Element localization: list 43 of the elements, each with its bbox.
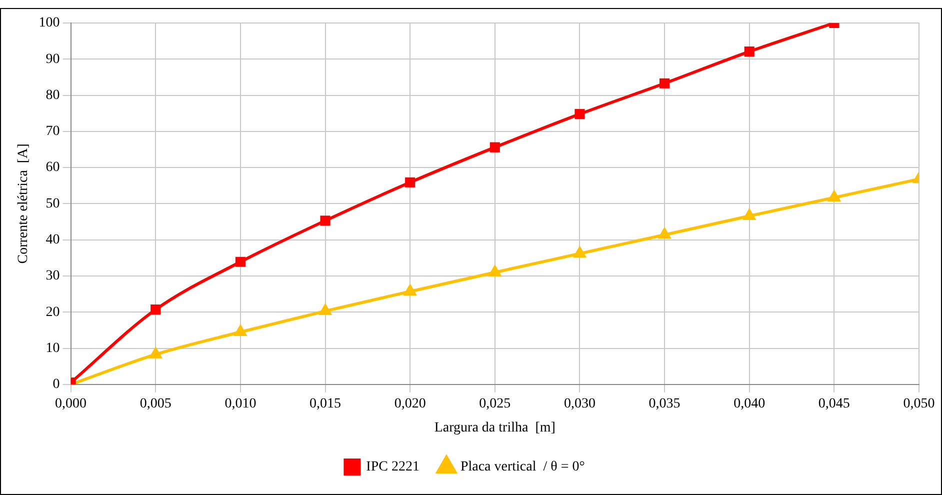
- y-tick-label: 80: [46, 88, 60, 103]
- x-tick-label: 0,050: [903, 396, 935, 412]
- point: [489, 266, 501, 276]
- point: [574, 109, 585, 120]
- point: [744, 209, 756, 220]
- x-tick-label: 0,005: [140, 396, 172, 412]
- x-tick-label: 0,045: [818, 396, 850, 412]
- legend-label: IPC 2221: [366, 460, 420, 475]
- y-tick-label: 70: [46, 124, 60, 140]
- point: [658, 228, 670, 239]
- point: [574, 247, 586, 258]
- legend-label: Placa vertical / θ = 0°: [460, 460, 585, 475]
- y-tick-label: 60: [46, 160, 60, 176]
- point: [150, 348, 162, 358]
- x-tick-label: 0,010: [224, 396, 256, 412]
- point: [319, 304, 332, 316]
- y-tick-label: 20: [46, 304, 60, 320]
- y-tick-label: 90: [46, 52, 60, 67]
- x-tick-label: 0,030: [564, 396, 596, 412]
- point: [828, 191, 840, 202]
- point: [150, 304, 161, 315]
- y-tick-label: 40: [46, 232, 60, 248]
- point: [404, 285, 416, 296]
- point: [660, 78, 670, 88]
- y-tick-label: 50: [46, 196, 60, 212]
- x-tick-label: 0,035: [648, 396, 680, 412]
- x-axis-title: Largura da trilha [m]: [434, 420, 556, 436]
- x-tick-label: 0,025: [479, 396, 511, 412]
- point: [744, 46, 754, 57]
- x-tick-label: 0,020: [394, 396, 426, 412]
- point: [235, 256, 246, 267]
- y-tick-label: 10: [46, 340, 60, 356]
- y-axis-title: Corrente elétrica [A]: [16, 144, 32, 264]
- x-tick-label: 0,015: [310, 396, 342, 412]
- y-tick-label: 30: [46, 268, 60, 284]
- x-tick-label: 0,040: [734, 396, 766, 412]
- y-tick-label: 100: [38, 16, 60, 31]
- x-tick-label: 0,000: [55, 396, 87, 412]
- point: [320, 216, 330, 226]
- y-tick-label: 0: [52, 377, 60, 392]
- point: [490, 142, 500, 152]
- point: [234, 325, 246, 336]
- point: [405, 177, 416, 188]
